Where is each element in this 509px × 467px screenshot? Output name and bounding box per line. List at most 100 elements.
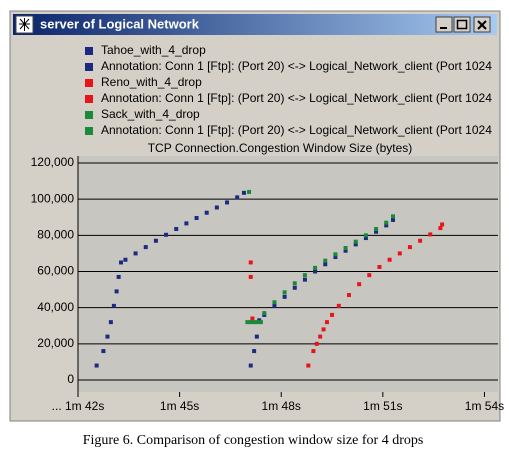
legend-label: Annotation: Conn 1 [Ftp]: (Port 20) <-> … — [101, 91, 492, 105]
data-point — [123, 257, 128, 262]
window-buttons[interactable] — [435, 16, 491, 33]
data-point — [324, 320, 329, 325]
data-point — [336, 303, 341, 308]
data-point — [108, 320, 113, 325]
data-point — [330, 312, 335, 317]
data-point — [323, 258, 328, 263]
data-point — [241, 190, 246, 195]
data-point — [235, 195, 240, 200]
data-point — [333, 255, 338, 260]
data-point — [252, 320, 257, 325]
data-point — [377, 264, 382, 269]
x-tick-label: ... 1m 42s — [52, 399, 105, 413]
y-tick-label: 60,000 — [37, 264, 74, 278]
minimize-button[interactable] — [435, 16, 453, 33]
legend-swatch — [85, 47, 93, 55]
data-point — [184, 221, 189, 226]
plot-area — [78, 156, 498, 392]
data-point — [164, 232, 169, 237]
data-point — [255, 320, 260, 325]
icon-glyph — [19, 18, 30, 31]
legend-label: Tahoe_with_4_drop — [101, 43, 206, 57]
data-point — [391, 214, 395, 219]
data-point — [101, 349, 106, 354]
data-point — [292, 281, 297, 286]
data-point — [407, 245, 412, 250]
legend-label: Sack_with_4_drop — [101, 107, 200, 121]
y-tick-label: 0 — [67, 372, 74, 386]
data-point — [214, 205, 219, 210]
data-point — [314, 341, 319, 346]
legend-swatch — [85, 79, 93, 87]
data-point — [262, 311, 267, 316]
data-point — [321, 327, 326, 332]
legend-swatch — [85, 127, 93, 135]
data-point — [323, 262, 328, 267]
data-point — [374, 227, 379, 232]
data-point — [374, 229, 379, 234]
data-point — [318, 334, 323, 339]
y-tick-label: 40,000 — [37, 300, 74, 314]
data-point — [391, 217, 395, 222]
data-point — [438, 226, 443, 231]
chart-title: TCP Connection.Congestion Window Size (b… — [148, 141, 413, 155]
data-point — [397, 251, 402, 256]
data-point — [302, 273, 307, 278]
data-point — [343, 248, 348, 253]
data-point — [94, 363, 99, 368]
data-point — [248, 274, 253, 279]
data-point — [143, 245, 148, 250]
data-point — [346, 293, 351, 298]
data-point — [111, 303, 116, 308]
x-tick-label: 1m 48s — [262, 399, 301, 413]
data-point — [292, 285, 297, 290]
data-point — [247, 189, 252, 194]
data-point — [313, 265, 318, 270]
data-point — [119, 260, 124, 265]
maximize-glyph — [456, 19, 468, 30]
data-point — [343, 245, 348, 250]
data-point — [174, 227, 179, 232]
y-tick-label: 120,000 — [31, 155, 75, 169]
data-point — [363, 233, 368, 238]
data-point — [153, 238, 158, 243]
data-point — [194, 215, 199, 220]
data-point — [248, 363, 253, 368]
data-point — [248, 260, 253, 265]
data-point — [116, 274, 121, 279]
maximize-button[interactable] — [453, 16, 471, 33]
close-glyph — [477, 20, 487, 30]
x-tick-label: 1m 45s — [160, 399, 199, 413]
data-point — [248, 320, 253, 325]
data-point — [114, 289, 119, 294]
y-tick-label: 80,000 — [37, 228, 74, 242]
data-point — [363, 236, 368, 241]
data-point — [306, 363, 311, 368]
data-point — [333, 252, 338, 257]
data-point — [252, 349, 257, 354]
data-point — [418, 238, 423, 243]
y-tick-label: 20,000 — [37, 336, 74, 350]
legend-label: Annotation: Conn 1 [Ftp]: (Port 20) <-> … — [101, 59, 492, 73]
legend-swatch — [85, 111, 93, 119]
data-point — [311, 349, 316, 354]
data-point — [204, 210, 209, 215]
figure-caption: Figure 6. Comparison of congestion windo… — [83, 433, 424, 448]
data-point — [133, 251, 138, 256]
legend-swatch — [85, 63, 93, 71]
data-point — [282, 294, 287, 299]
data-point — [353, 239, 358, 244]
data-point — [250, 316, 255, 321]
data-point — [105, 334, 110, 339]
legend-label: Annotation: Conn 1 [Ftp]: (Port 20) <-> … — [101, 123, 492, 137]
data-point — [302, 277, 307, 282]
y-tick-label: 100,000 — [31, 191, 75, 205]
data-point — [272, 300, 277, 305]
data-point — [384, 223, 389, 228]
data-point — [440, 222, 445, 227]
data-point — [254, 334, 259, 339]
data-point — [313, 269, 318, 274]
legend-swatch — [85, 95, 93, 103]
data-point — [353, 242, 358, 247]
